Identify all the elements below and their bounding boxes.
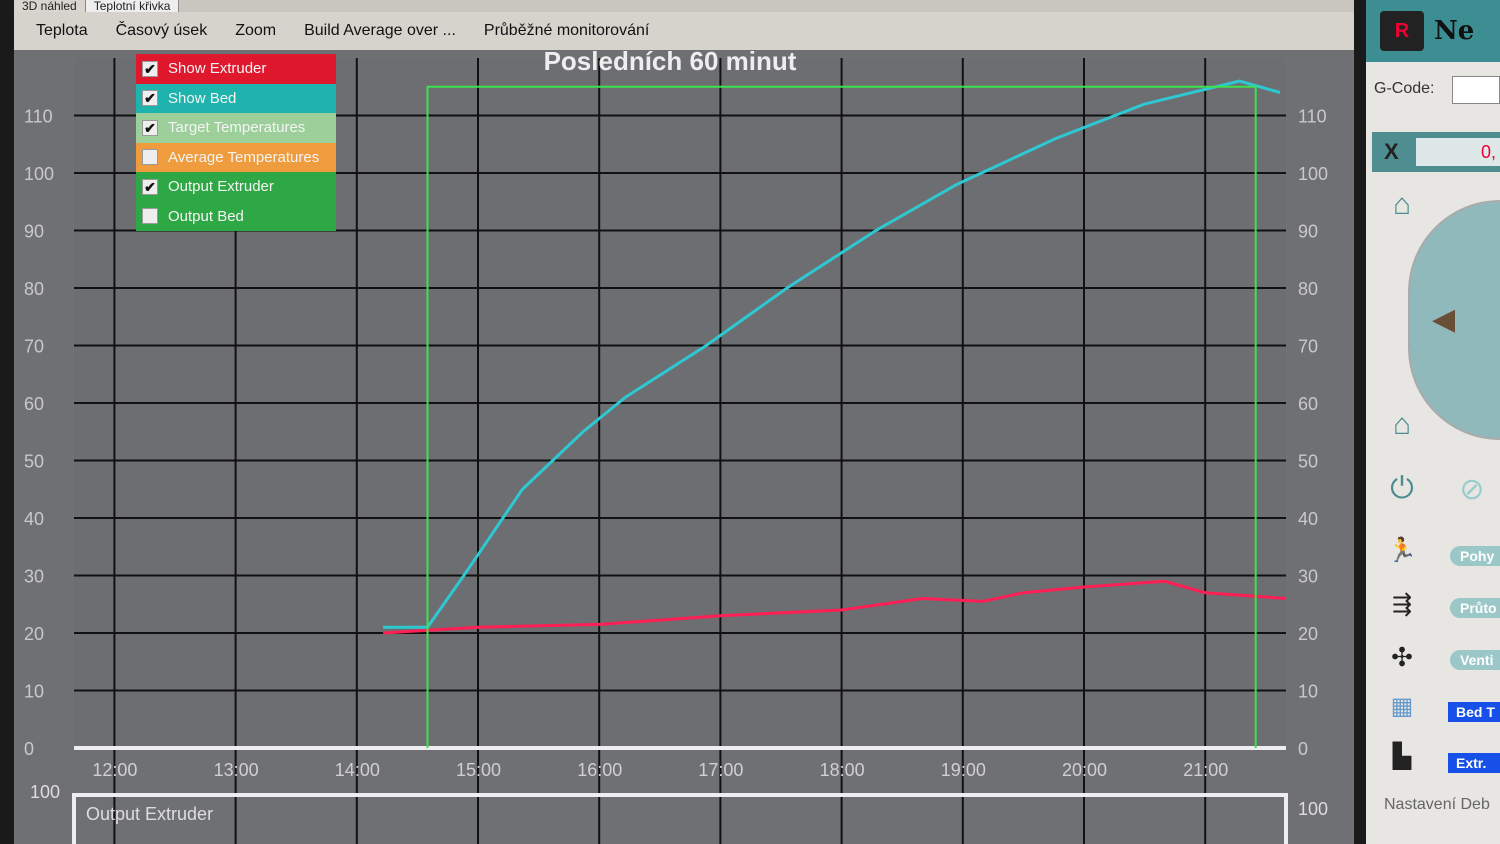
fan-icon: ✣ — [1391, 642, 1413, 672]
control-panel: R Ne G-Code: X 0, ⌂ ◀ ⌂ ⏻ ⊘ 🏃 Pohy ⇶ Prů… — [1366, 0, 1500, 844]
legend-label: Show Extruder — [168, 60, 267, 78]
series-line-show-extruder — [382, 579, 1287, 635]
lower-max-left: 100 — [30, 782, 60, 802]
y-tick-left: 0 — [24, 739, 34, 759]
printer-header: R Ne — [1366, 0, 1500, 62]
menu-zoom[interactable]: Zoom — [235, 22, 277, 39]
tab-strip: 3D náhled Teplotní křivka — [14, 0, 1354, 12]
extruder-heater-icon: ▙ — [1392, 743, 1412, 770]
x-tick: 13:00 — [214, 760, 259, 780]
legend-label: Output Extruder — [168, 178, 274, 196]
y-tick-left: 80 — [24, 279, 44, 299]
legend-checkbox[interactable]: ✔ — [142, 178, 158, 195]
y-tick-left: 60 — [24, 394, 44, 414]
menu-continuous-monitoring[interactable]: Průběžné monitorování — [483, 22, 650, 39]
legend-checkbox[interactable]: ✔ — [142, 60, 158, 77]
legend: ✔ Show Extruder ✔ Show Bed ✔ Target Temperatu… — [136, 54, 336, 231]
legend-checkbox[interactable]: ✔ — [142, 90, 158, 107]
legend-item[interactable]: ✔ Show Extruder — [136, 54, 336, 84]
series-line-target-temperatures — [426, 85, 1257, 748]
x-tick: 21:00 — [1183, 760, 1228, 780]
y-tick-right: 50 — [1298, 452, 1318, 472]
bed-temp-button[interactable]: Bed T — [1448, 702, 1500, 722]
fan-button[interactable]: Venti — [1450, 650, 1500, 670]
legend-label: Show Bed — [168, 89, 237, 107]
y-tick-right: 70 — [1298, 337, 1318, 357]
legend-label: Target Temperatures — [168, 119, 306, 137]
x-tick: 16:00 — [577, 760, 622, 780]
x-tick: 14:00 — [335, 760, 380, 780]
y-tick-right: 30 — [1298, 567, 1318, 587]
y-tick-right: 80 — [1298, 279, 1318, 299]
y-tick-right: 110 — [1298, 107, 1327, 127]
x-tick: 17:00 — [698, 760, 743, 780]
y-tick-left: 10 — [24, 682, 44, 702]
menu-time-period[interactable]: Časový úsek — [115, 22, 208, 39]
home-x-icon[interactable]: ⌂ — [1392, 188, 1412, 221]
tab-temperature-curve[interactable]: Teplotní křivka — [85, 0, 180, 12]
legend-item[interactable]: ✔ Output Extruder — [136, 172, 336, 202]
output-extruder-label: Output Extruder — [86, 804, 213, 824]
home-icon[interactable]: ⌂ — [1392, 408, 1412, 441]
y-tick-left: 100 — [24, 164, 54, 184]
chart-title: Posledních 60 minut — [544, 50, 797, 76]
y-tick-right: 0 — [1298, 739, 1308, 759]
jog-wheel[interactable]: ◀ — [1408, 200, 1500, 440]
legend-label: Output Bed — [168, 207, 244, 225]
legend-checkbox[interactable] — [142, 149, 158, 166]
y-tick-right: 20 — [1298, 624, 1318, 644]
x-value: 0, — [1416, 138, 1500, 166]
speed-button[interactable]: Pohy — [1450, 546, 1500, 566]
power-icon[interactable]: ⏻ — [1390, 472, 1414, 505]
y-tick-left: 40 — [24, 509, 44, 529]
extruder-temp-button[interactable]: Extr. — [1448, 753, 1500, 773]
x-position: X 0, — [1372, 132, 1500, 172]
tab-3d-view[interactable]: 3D náhled — [14, 0, 86, 12]
printer-title: Ne — [1434, 16, 1475, 46]
flow-button[interactable]: Průto — [1450, 598, 1500, 618]
y-tick-right: 60 — [1298, 394, 1318, 414]
menu-bar: Teplota Časový úsek Zoom Build Average o… — [14, 12, 1354, 50]
menu-build-average[interactable]: Build Average over ... — [304, 22, 456, 39]
y-tick-right: 100 — [1298, 164, 1328, 184]
y-tick-left: 50 — [24, 452, 44, 472]
legend-checkbox[interactable]: ✔ — [142, 119, 158, 136]
temperature-view: 3D náhled Teplotní křivka Teplota Časový… — [14, 0, 1354, 844]
legend-checkbox[interactable] — [142, 208, 158, 225]
motors-off-icon[interactable]: ⊘ — [1459, 473, 1485, 506]
x-tick: 12:00 — [92, 760, 137, 780]
y-tick-left: 70 — [24, 337, 44, 357]
y-tick-left: 90 — [24, 222, 44, 242]
repetier-logo: R — [1380, 11, 1424, 51]
y-tick-right: 90 — [1298, 222, 1318, 242]
legend-item[interactable]: Output Bed — [136, 201, 336, 231]
lower-max-right: 100 — [1298, 799, 1328, 819]
bed-heater-icon: ▦ — [1390, 693, 1414, 720]
y-tick-right: 10 — [1298, 682, 1318, 702]
series-line-show-bed — [383, 79, 1281, 629]
gcode-label: G-Code: — [1374, 80, 1435, 97]
legend-label: Average Temperatures — [168, 148, 320, 166]
x-tick: 20:00 — [1062, 760, 1107, 780]
menu-temperature[interactable]: Teplota — [36, 22, 88, 39]
x-tick: 19:00 — [941, 760, 986, 780]
y-tick-left: 20 — [24, 624, 44, 644]
legend-item[interactable]: ✔ Target Temperatures — [136, 113, 336, 143]
x-tick: 18:00 — [820, 760, 865, 780]
speed-icon: 🏃 — [1387, 537, 1417, 564]
arrow-left-icon[interactable]: ◀ — [1432, 303, 1456, 336]
x-tick: 15:00 — [456, 760, 501, 780]
y-tick-left: 110 — [24, 107, 53, 127]
flow-icon: ⇶ — [1391, 591, 1413, 618]
y-tick-left: 30 — [24, 567, 44, 587]
legend-item[interactable]: Average Temperatures — [136, 142, 336, 172]
debug-settings-label: Nastavení Deb — [1384, 796, 1490, 813]
y-tick-right: 40 — [1298, 509, 1318, 529]
output-extruder-panel — [72, 793, 1288, 844]
legend-item[interactable]: ✔ Show Bed — [136, 83, 336, 113]
x-label: X — [1384, 139, 1399, 164]
gcode-input[interactable] — [1452, 76, 1500, 104]
